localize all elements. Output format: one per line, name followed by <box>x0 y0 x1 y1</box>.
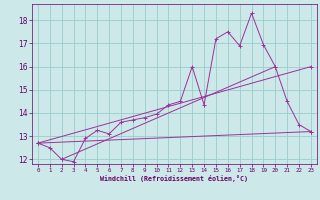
X-axis label: Windchill (Refroidissement éolien,°C): Windchill (Refroidissement éolien,°C) <box>100 175 248 182</box>
